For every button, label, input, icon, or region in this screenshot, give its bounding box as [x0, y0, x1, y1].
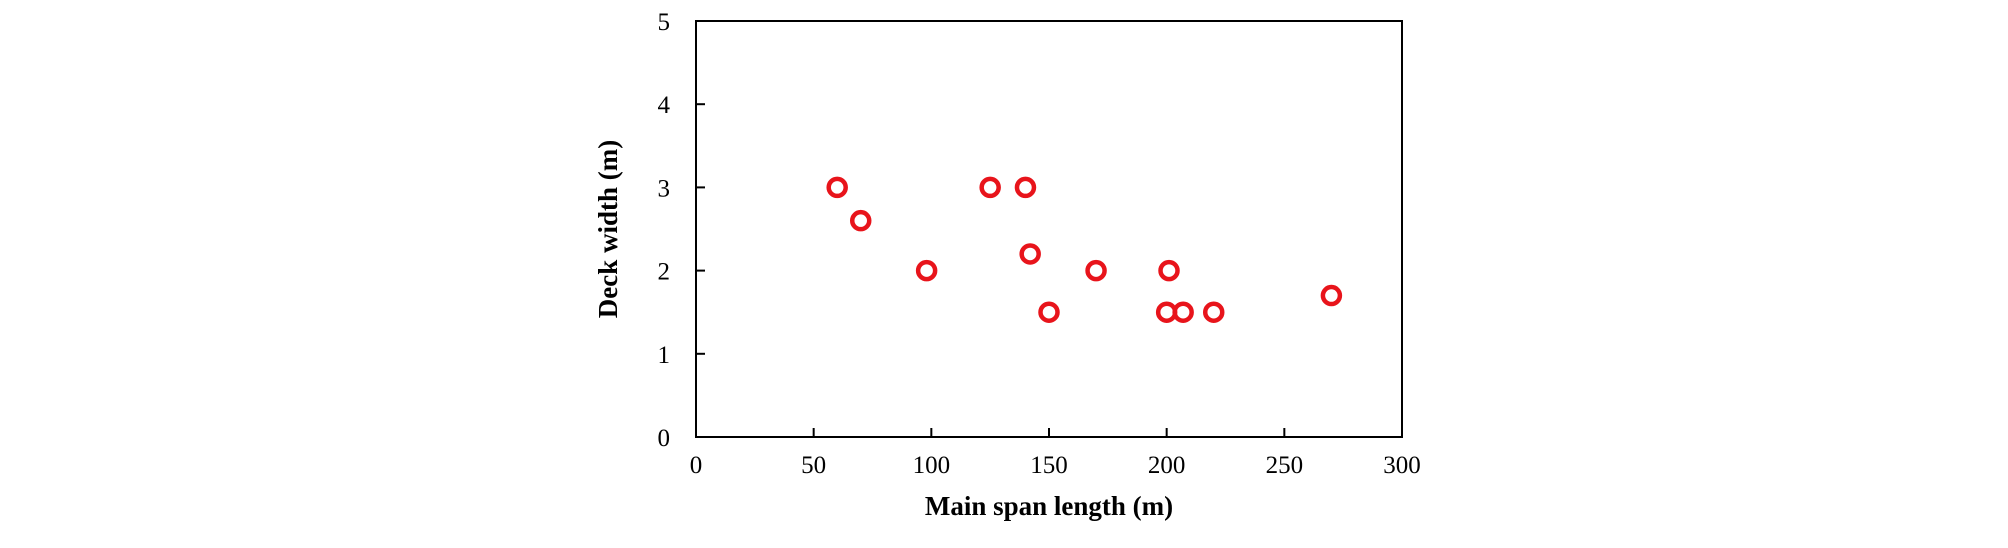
x-tick-label: 50 — [801, 452, 826, 479]
x-axis-ticks: 0 50 100 150 200 250 300 — [690, 428, 1421, 479]
data-point — [979, 176, 1001, 199]
x-tick-label: 0 — [690, 452, 703, 479]
data-points — [826, 176, 1343, 323]
y-axis-ticks: 0 1 2 3 4 5 — [658, 9, 705, 452]
data-point — [849, 209, 872, 232]
y-tick-label: 5 — [658, 9, 671, 36]
data-point — [1158, 259, 1180, 282]
data-point — [1014, 176, 1037, 199]
x-tick-label: 250 — [1266, 452, 1304, 479]
y-tick-label: 1 — [658, 342, 671, 369]
y-tick-label: 3 — [658, 175, 671, 202]
data-point — [1172, 301, 1194, 323]
y-tick-label: 4 — [658, 92, 671, 119]
x-tick-label: 200 — [1148, 452, 1186, 479]
data-point — [1085, 259, 1107, 282]
data-point — [1202, 301, 1225, 323]
data-point — [1320, 284, 1343, 307]
x-tick-label: 100 — [913, 452, 951, 479]
plot-area — [695, 20, 1403, 438]
data-point — [1038, 301, 1060, 323]
x-axis-title: Main span length (m) — [925, 491, 1173, 521]
x-tick-label: 150 — [1030, 452, 1068, 479]
y-tick-label: 2 — [658, 259, 671, 286]
y-tick-label: 0 — [658, 425, 671, 452]
x-tick-label: 300 — [1383, 452, 1421, 479]
data-point — [915, 259, 938, 282]
y-axis-title: Deck width (m) — [593, 140, 623, 318]
data-point — [826, 176, 848, 199]
data-point — [1019, 243, 1041, 265]
